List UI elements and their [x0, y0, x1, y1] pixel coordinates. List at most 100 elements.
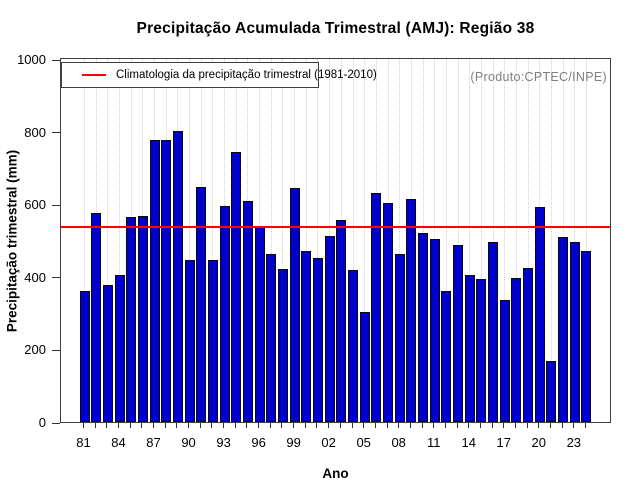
x-tick: [293, 423, 295, 428]
bar-1993: [220, 206, 230, 422]
x-tick: [433, 423, 435, 428]
x-tick: [538, 423, 540, 428]
x-tick: [409, 423, 411, 428]
year-gridline: [457, 59, 459, 422]
x-tick: [258, 423, 260, 428]
x-tick: [234, 423, 236, 428]
source-annotation: (Produto:CPTEC/INPE): [470, 70, 607, 84]
bar-1999: [290, 188, 300, 422]
x-tick: [211, 423, 213, 428]
bar-2016: [488, 242, 498, 422]
year-gridline: [212, 59, 214, 422]
x-tick: [491, 423, 493, 428]
bar-1992: [208, 260, 218, 422]
bar-2014: [465, 275, 475, 422]
x-tick-label: 87: [146, 435, 161, 450]
x-tick-label: 93: [216, 435, 231, 450]
bar-1981: [80, 291, 90, 422]
bar-1982: [91, 213, 101, 422]
x-tick: [164, 423, 166, 428]
y-tick-label: 800: [24, 124, 46, 140]
x-tick: [176, 423, 178, 428]
year-gridline: [515, 59, 517, 422]
x-tick: [304, 423, 306, 428]
x-tick: [118, 423, 120, 428]
bar-2021: [546, 361, 556, 422]
bar-1983: [103, 285, 113, 422]
x-tick: [269, 423, 271, 428]
bar-2024: [581, 251, 591, 422]
y-tick-label: 1000: [17, 52, 46, 67]
bar-1998: [278, 269, 288, 422]
x-tick: [374, 423, 376, 428]
x-tick: [106, 423, 108, 428]
x-tick-label: 81: [76, 435, 91, 450]
x-tick-label: 20: [531, 435, 547, 450]
x-tick: [363, 423, 365, 428]
bar-2002: [325, 236, 335, 422]
year-gridline: [492, 59, 494, 422]
year-gridline: [364, 59, 366, 422]
x-tick-label: 99: [286, 435, 301, 450]
bar-1991: [196, 187, 206, 422]
bar-1990: [185, 260, 195, 422]
year-gridline: [585, 59, 587, 422]
x-tick: [316, 423, 318, 428]
bar-2000: [301, 251, 311, 422]
x-tick: [444, 423, 446, 428]
x-tick: [479, 423, 481, 428]
legend-label: Climatologia da precipitação trimestral …: [116, 69, 377, 81]
y-axis-label: Precipitação trimestral (mm): [4, 149, 20, 333]
x-tick: [129, 423, 131, 428]
bar-1989: [173, 131, 183, 422]
year-gridline: [574, 59, 576, 422]
x-tick: [188, 423, 190, 428]
year-gridline: [550, 59, 552, 422]
plot-area: Climatologia da precipitação trimestral …: [60, 58, 611, 423]
x-tick-label: 17: [496, 435, 511, 450]
x-tick: [281, 423, 283, 428]
year-gridline: [480, 59, 482, 422]
x-tick: [153, 423, 155, 428]
x-tick: [503, 423, 505, 428]
bar-2006: [371, 193, 381, 422]
bar-2019: [523, 268, 533, 422]
bar-1997: [266, 254, 276, 422]
y-tick: [52, 132, 60, 134]
year-gridline: [317, 59, 319, 422]
climatology-line: [61, 226, 610, 228]
year-gridline: [352, 59, 354, 422]
x-tick: [398, 423, 400, 428]
x-tick: [328, 423, 330, 428]
bar-2009: [406, 199, 416, 422]
x-tick: [339, 423, 341, 428]
bar-1984: [115, 275, 125, 422]
year-gridline: [107, 59, 109, 422]
year-gridline: [504, 59, 506, 422]
bar-2018: [511, 278, 521, 422]
y-tick-label: 0: [38, 415, 46, 430]
x-tick: [468, 423, 470, 428]
x-tick-label: 23: [566, 435, 582, 450]
legend-line-swatch: [82, 74, 106, 76]
bar-2007: [383, 203, 393, 422]
year-gridline: [189, 59, 191, 422]
x-tick-label: 08: [391, 435, 406, 450]
year-gridline: [270, 59, 272, 422]
x-tick: [386, 423, 388, 428]
x-tick: [199, 423, 201, 428]
x-tick-label: 05: [356, 435, 371, 450]
y-tick: [52, 204, 60, 206]
bar-2010: [418, 233, 428, 422]
x-tick-label: 11: [426, 435, 441, 450]
x-tick: [141, 423, 143, 428]
legend: Climatologia da precipitação trimestral …: [61, 62, 377, 88]
x-tick: [514, 423, 516, 428]
bar-2020: [535, 207, 545, 422]
y-tick: [52, 277, 60, 279]
x-tick-label: 96: [251, 435, 266, 450]
x-tick: [561, 423, 563, 428]
bar-2011: [430, 239, 440, 422]
bar-2022: [558, 237, 568, 422]
